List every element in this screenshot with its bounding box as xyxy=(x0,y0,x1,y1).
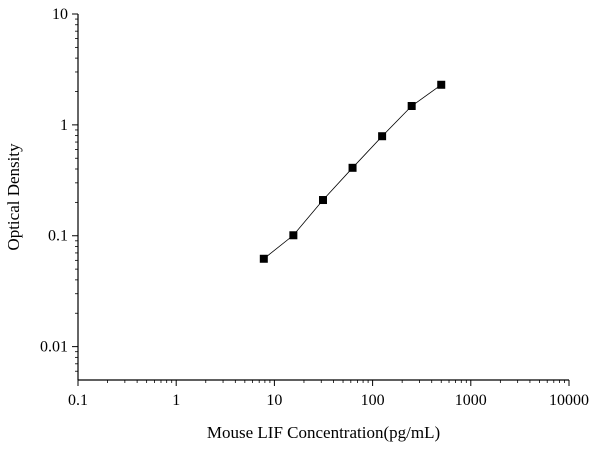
data-point xyxy=(289,231,298,240)
x-tick-label: 10 xyxy=(266,392,282,409)
data-point xyxy=(407,101,416,110)
x-axis-title: Mouse LIF Concentration(pg/mL) xyxy=(207,423,440,442)
x-tick-label: 1 xyxy=(172,392,180,409)
axes xyxy=(77,14,569,381)
data-point xyxy=(437,80,446,89)
y-tick-label: 1 xyxy=(60,117,68,134)
tick-labels: 0.1 1 10 100 1000 10000 0.01 0.1 1 10 xyxy=(40,6,589,409)
data-point xyxy=(259,254,268,263)
data-point xyxy=(318,196,327,205)
y-tick-label: 0.01 xyxy=(40,339,68,356)
x-tick-label: 10000 xyxy=(549,392,589,409)
data-point xyxy=(348,163,357,172)
series-layer xyxy=(259,80,446,263)
y-axis-title: Optical Density xyxy=(4,143,23,251)
data-point xyxy=(378,132,387,141)
x-tick-label: 1000 xyxy=(455,392,487,409)
x-tick-label: 0.1 xyxy=(68,392,88,409)
y-tick-label: 10 xyxy=(52,6,68,23)
y-tick-label: 0.1 xyxy=(48,228,68,245)
ticks xyxy=(72,13,570,386)
x-tick-label: 100 xyxy=(361,392,385,409)
